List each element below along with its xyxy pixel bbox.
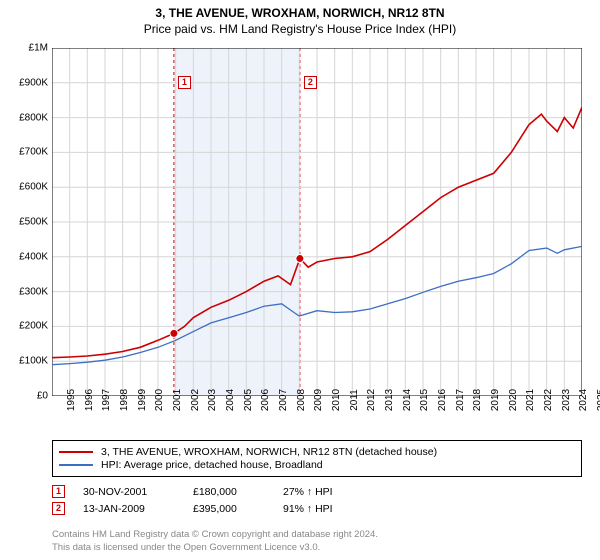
event-marker-icon: 2 — [52, 502, 65, 515]
footer-attribution: Contains HM Land Registry data © Crown c… — [52, 529, 378, 554]
y-tick-label: £500K — [19, 217, 48, 228]
event-marker-1: 1 — [178, 76, 191, 89]
legend-row: HPI: Average price, detached house, Broa… — [59, 459, 575, 471]
legend-swatch — [59, 464, 93, 466]
legend-row: 3, THE AVENUE, WROXHAM, NORWICH, NR12 8T… — [59, 446, 575, 458]
y-tick-label: £600K — [19, 182, 48, 193]
event-marker-icon: 1 — [52, 485, 65, 498]
legend-label: 3, THE AVENUE, WROXHAM, NORWICH, NR12 8T… — [101, 446, 437, 458]
footer-line1: Contains HM Land Registry data © Crown c… — [52, 529, 378, 541]
event-delta: 91% ↑ HPI — [283, 503, 333, 515]
x-tick-label: 2025 — [582, 389, 600, 411]
y-tick-label: £800K — [19, 112, 48, 123]
y-tick-label: £900K — [19, 77, 48, 88]
legend-label: HPI: Average price, detached house, Broa… — [101, 459, 323, 471]
legend: 3, THE AVENUE, WROXHAM, NORWICH, NR12 8T… — [52, 440, 582, 519]
event-price: £395,000 — [193, 503, 265, 515]
event-marker-2: 2 — [304, 76, 317, 89]
event-date: 13-JAN-2009 — [83, 503, 175, 515]
title-address: 3, THE AVENUE, WROXHAM, NORWICH, NR12 8T… — [0, 6, 600, 22]
y-tick-label: £300K — [19, 286, 48, 297]
chart-svg — [52, 48, 582, 396]
y-tick-label: £100K — [19, 356, 48, 367]
y-tick-label: £0 — [37, 391, 48, 402]
title-block: 3, THE AVENUE, WROXHAM, NORWICH, NR12 8T… — [0, 0, 600, 37]
event-date: 30-NOV-2001 — [83, 486, 175, 498]
event-row: 2 13-JAN-2009 £395,000 91% ↑ HPI — [52, 502, 582, 515]
y-tick-label: £200K — [19, 321, 48, 332]
series-legend: 3, THE AVENUE, WROXHAM, NORWICH, NR12 8T… — [52, 440, 582, 477]
events-table: 1 30-NOV-2001 £180,000 27% ↑ HPI 2 13-JAN-200… — [52, 485, 582, 515]
y-tick-label: £1M — [29, 43, 48, 54]
event-row: 1 30-NOV-2001 £180,000 27% ↑ HPI — [52, 485, 582, 498]
title-subtitle: Price paid vs. HM Land Registry's House … — [0, 22, 600, 38]
event-delta: 27% ↑ HPI — [283, 486, 333, 498]
y-tick-label: £700K — [19, 147, 48, 158]
footer-line2: This data is licensed under the Open Gov… — [52, 542, 378, 554]
event-price: £180,000 — [193, 486, 265, 498]
chart-area: £0£100K£200K£300K£400K£500K£600K£700K£80… — [52, 48, 582, 396]
chart-container: 3, THE AVENUE, WROXHAM, NORWICH, NR12 8T… — [0, 0, 600, 560]
y-tick-label: £400K — [19, 251, 48, 262]
legend-swatch — [59, 451, 93, 453]
